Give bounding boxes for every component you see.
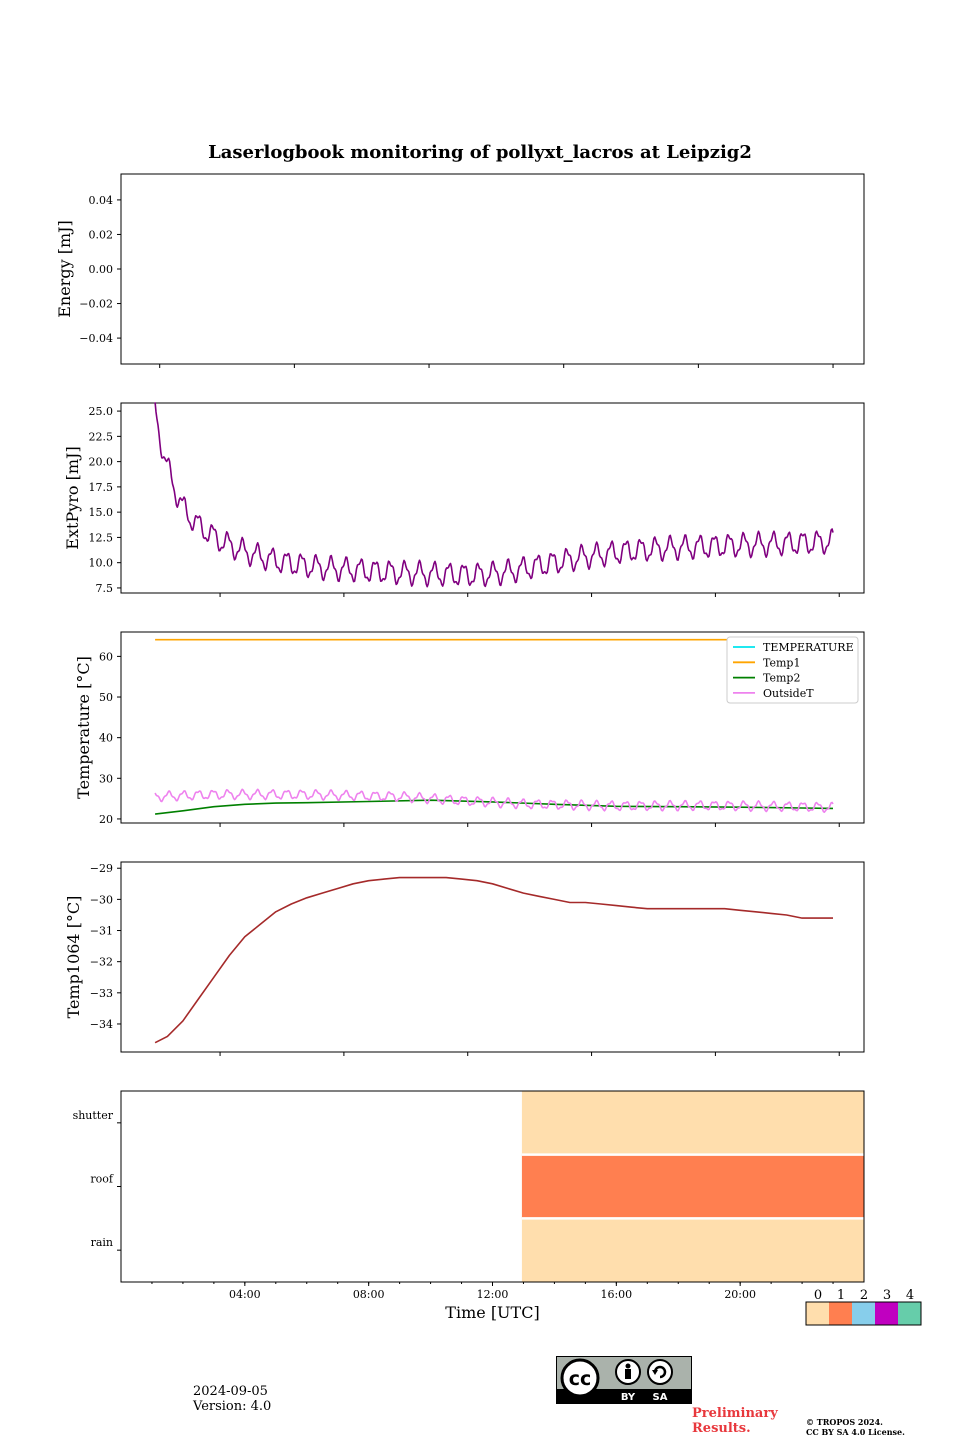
axes-frame <box>120 861 865 1053</box>
sa-text: SA <box>653 1392 668 1403</box>
axes-frame <box>120 402 865 594</box>
colorbar-swatch <box>829 1302 852 1325</box>
y-tick-label: 17.5 <box>89 481 114 494</box>
status-cell-rain <box>521 1218 864 1282</box>
colorbar-tick-label: 1 <box>837 1288 845 1303</box>
y-tick-label: 20 <box>99 813 113 826</box>
y-tick-label: 12.5 <box>89 531 114 544</box>
x-tick-label: 12:00 <box>477 1288 509 1301</box>
preliminary-line-2: Results. <box>692 1421 751 1436</box>
row-label: roof <box>90 1173 114 1186</box>
y-tick-label: −30 <box>90 893 113 906</box>
temp1064-series-line <box>154 876 833 1044</box>
colorbar-swatch <box>875 1302 898 1325</box>
y-tick-label: −33 <box>90 987 113 1000</box>
y-tick-label: 30 <box>99 772 113 785</box>
y-tick-label: 25.0 <box>89 405 114 418</box>
y-tick-label: 40 <box>99 732 113 745</box>
panel-energy: 0.04 0.02 0.00 −0.02 −0.04 Energy [mJ] <box>55 173 865 368</box>
y-tick-label: 50 <box>99 691 113 704</box>
y-tick-label: −0.04 <box>79 332 113 345</box>
y-tick-label: −34 <box>90 1018 113 1031</box>
y-tick-label: 0.02 <box>89 228 114 241</box>
colorbar-tick-label: 2 <box>860 1288 868 1303</box>
sa-share-icon <box>647 1359 673 1385</box>
colorbar-swatch <box>806 1302 829 1325</box>
date-label: 2024-09-05 <box>193 1384 268 1399</box>
panels: 0.04 0.02 0.00 −0.02 −0.04 Energy [mJ] 25.0 22.… <box>55 173 922 1326</box>
x-tick-label: 04:00 <box>229 1288 261 1301</box>
y-axis-label: Energy [mJ] <box>55 220 74 318</box>
chart-title: Laserlogbook monitoring of pollyxt_lacro… <box>208 142 752 163</box>
version-label: Version: 4.0 <box>193 1399 272 1414</box>
x-tick-label: 20:00 <box>724 1288 756 1301</box>
cc-icon <box>560 1358 600 1398</box>
preliminary-line-1: Preliminary <box>692 1406 778 1421</box>
status-cell-shutter <box>521 1091 864 1155</box>
series-line-outsidet <box>154 788 834 814</box>
copyright-line-2: CC BY SA 4.0 License. <box>806 1427 905 1437</box>
status-cell-roof <box>521 1154 864 1219</box>
copyright-notice: © TROPOS 2024. CC BY SA 4.0 License. <box>806 1417 905 1437</box>
legend: TEMPERATURE Temp1 Temp2 OutsideT <box>726 636 859 704</box>
legend-entry: Temp1 <box>763 656 800 669</box>
x-tick-label: 16:00 <box>600 1288 632 1301</box>
colorbar-tick-label: 4 <box>906 1288 914 1303</box>
y-tick-label: −32 <box>90 956 113 969</box>
legend-box <box>726 636 859 704</box>
legend-entry: Temp2 <box>763 672 800 685</box>
y-tick-label: 0.04 <box>89 194 114 207</box>
y-tick-label: −29 <box>90 862 113 875</box>
cc-text: cc <box>569 1368 592 1390</box>
colorbar-tick-label: 3 <box>883 1288 891 1303</box>
row-label: shutter <box>73 1109 114 1122</box>
y-tick-label: 10.0 <box>89 557 114 570</box>
colorbar-frame <box>805 1301 922 1326</box>
y-axis-label: ExtPyro [mJ] <box>63 446 82 549</box>
extpyro-series-line <box>154 402 834 588</box>
series-line-temp2 <box>155 799 834 815</box>
by-text: BY <box>621 1392 636 1403</box>
axes-frame <box>120 173 865 365</box>
colorbar-tick-label: 0 <box>814 1288 822 1303</box>
panel-extpyro: 25.0 22.5 20.0 17.5 15.0 12.5 10.0 7.5 ExtPyro [… <box>63 402 865 597</box>
y-tick-label: 7.5 <box>96 582 114 595</box>
panel-status: shutter roof rain 04:00 08:00 12:00 16:00 20:00… <box>73 1090 922 1326</box>
panel-temp1064: −29 −30 −31 −32 −33 −34 Temp1064 [°C] <box>64 861 865 1056</box>
y-tick-label: 22.5 <box>89 430 114 443</box>
y-tick-label: 60 <box>99 650 113 663</box>
y-tick-label: −31 <box>90 925 113 938</box>
legend-entry: OutsideT <box>763 687 814 700</box>
copyright-line-1: © TROPOS 2024. <box>806 1417 883 1427</box>
y-axis-label: Temp1064 [°C] <box>64 896 83 1019</box>
colorbar-swatch <box>852 1302 875 1325</box>
legend-entry: TEMPERATURE <box>763 641 854 654</box>
axes-frame <box>120 631 865 824</box>
row-label: rain <box>91 1236 113 1249</box>
x-axis-label: Time [UTC] <box>445 1303 539 1322</box>
panel-temperature: 60 50 40 30 20 Temperature [°C] TEMPERATURE Tem… <box>74 631 865 827</box>
colorbar-swatch <box>898 1302 921 1325</box>
x-tick-label: 08:00 <box>353 1288 385 1301</box>
preliminary-notice: Preliminary Results. <box>692 1406 778 1436</box>
y-axis-label: Temperature [°C] <box>74 656 93 799</box>
cc-license-badge: cc BY SA <box>556 1356 692 1404</box>
y-tick-label: 20.0 <box>89 456 114 469</box>
y-tick-label: −0.02 <box>79 298 113 311</box>
y-tick-label: 15.0 <box>89 506 114 519</box>
date-version: 2024-09-05 Version: 4.0 <box>193 1384 271 1414</box>
y-tick-label: 0.00 <box>89 263 114 276</box>
